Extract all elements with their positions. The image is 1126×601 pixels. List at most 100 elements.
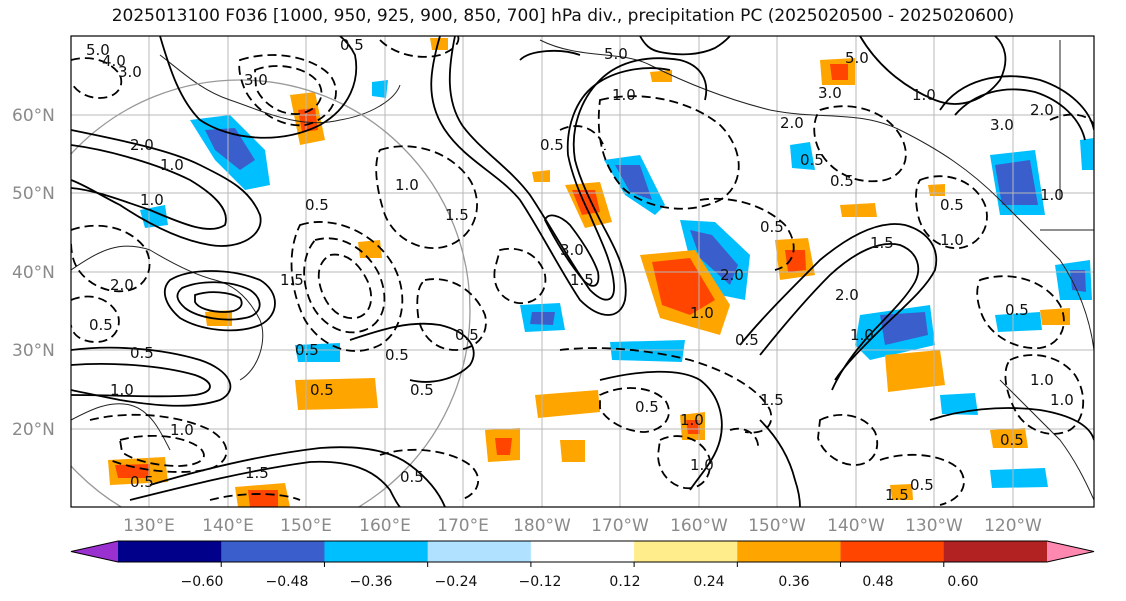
colorbar-tick-label: −0.12: [519, 574, 562, 590]
contour-label: 2.0: [1030, 101, 1054, 119]
contour-label: 1.0: [612, 86, 636, 104]
lon-label: 160°W: [670, 516, 728, 536]
contour-label: 1.0: [395, 176, 419, 194]
lat-label: 20°N: [12, 420, 55, 440]
contour-label: 1.0: [170, 421, 194, 439]
contour-label: 1.0: [850, 326, 874, 344]
lon-label: 150°E: [280, 516, 332, 536]
colorbar-tick-label: 0.48: [862, 574, 893, 590]
colorbar-segment: [840, 541, 945, 562]
colorbar-outline: [70, 540, 1095, 563]
lat-label: 30°N: [12, 341, 55, 361]
contour-label: 1.5: [245, 464, 269, 482]
contour-label: 1.0: [690, 304, 714, 322]
lat-label: 50°N: [12, 184, 55, 204]
colorbar-segment: [427, 541, 532, 562]
lon-label: 160°E: [359, 516, 411, 536]
contour-label: 0.5: [635, 398, 659, 416]
contour-label: 3.0: [818, 84, 842, 102]
colorbar-segment: [943, 541, 1048, 562]
colorbar-extend-low: [71, 541, 118, 562]
contour-label: 4.0: [102, 52, 126, 70]
lon-label: 140°W: [827, 516, 885, 536]
contour-label: 1.0: [110, 381, 134, 399]
contour-label: 0.5: [310, 381, 334, 399]
colorbar-tick-label: −0.60: [181, 574, 224, 590]
contour-label: 2.0: [720, 266, 744, 284]
contour-label: 2.0: [130, 136, 154, 154]
lat-label: 40°N: [12, 263, 55, 283]
contour-label: 0.5: [130, 344, 154, 362]
lon-label: 180°W: [513, 516, 571, 536]
contour-label: 0.5: [400, 468, 424, 486]
contour-label: 1.0: [1030, 371, 1054, 389]
map-area: 5.0 4.0 3.0 0.5 5.0 3.0 1.0 2.0 1.0 0.5 …: [71, 36, 1094, 507]
contour-label: 1.0: [680, 411, 704, 429]
colorbar-tick-label: −0.36: [350, 574, 393, 590]
contour-label: 1.0: [1050, 391, 1074, 409]
contour-label: 1.0: [690, 456, 714, 474]
contour-label: 1.5: [570, 271, 594, 289]
contour-label: 1.0: [912, 86, 936, 104]
lon-label: 120°W: [984, 516, 1042, 536]
contour-label: 0.5: [735, 331, 759, 349]
contour-label: 0.5: [940, 196, 964, 214]
contour-label: 1.5: [445, 206, 469, 224]
contour-label: 1.5: [280, 271, 304, 289]
contour-label: 3.0: [560, 241, 584, 259]
contour-label: 5.0: [86, 41, 110, 59]
contour-labels: 5.0 4.0 3.0 0.5 5.0 3.0 1.0 2.0 1.0 0.5 …: [86, 36, 1074, 504]
contour-label: 1.0: [140, 191, 164, 209]
contour-label: 3.0: [244, 71, 268, 89]
colorbar-extend-high: [1047, 541, 1094, 562]
radius-circle: [71, 79, 471, 507]
colorbar-segment: [530, 541, 635, 562]
page-title: 2025013100 F036 [1000, 950, 925, 900, 85…: [111, 6, 1015, 26]
contour-label: 0.5: [455, 326, 479, 344]
contour-label: 2.0: [780, 114, 804, 132]
contour-label: 5.0: [604, 45, 628, 63]
colorbar-tick-label: 0.24: [693, 574, 724, 590]
lon-label: 130°W: [905, 516, 963, 536]
solid-contours: [71, 36, 1094, 507]
contour-label: 0.5: [385, 346, 409, 364]
colorbar-segment: [118, 541, 222, 562]
colorbar: [70, 540, 1095, 567]
lat-label: 60°N: [12, 106, 55, 126]
contour-label: 0.5: [305, 196, 329, 214]
contour-label: 2.0: [835, 286, 859, 304]
contour-label: 1.0: [160, 156, 184, 174]
contour-label: 0.5: [1000, 431, 1024, 449]
coastlines: [71, 39, 1094, 501]
contour-label: 2.0: [110, 276, 134, 294]
colorbar-tick-label: 0.60: [947, 574, 978, 590]
colorbar-segment: [324, 541, 429, 562]
colorbar-ticks: −0.60 −0.48 −0.36 −0.24 −0.12 0.12 0.24 …: [181, 574, 979, 590]
contour-label: 1.0: [940, 231, 964, 249]
contour-label: 0.5: [910, 476, 934, 494]
lon-label: 170°E: [437, 516, 489, 536]
contour-label: 0.5: [1005, 301, 1029, 319]
colorbar-tick-label: 0.12: [609, 574, 640, 590]
contour-label: 3.0: [990, 116, 1014, 134]
lon-label: 170°W: [591, 516, 649, 536]
contour-label: 0.5: [540, 136, 564, 154]
contour-label: 1.5: [885, 486, 909, 504]
contour-label: 3.0: [118, 63, 142, 81]
contour-label: 0.5: [340, 36, 364, 54]
lon-label: 130°E: [123, 516, 175, 536]
dashed-contours: [71, 36, 1094, 506]
contour-label: 0.5: [130, 473, 154, 491]
contour-label: 1.5: [760, 391, 784, 409]
colorbar-tick-label: −0.24: [435, 574, 478, 590]
contour-label: 0.5: [800, 151, 824, 169]
colorbar-segment: [221, 541, 325, 562]
colorbar-tick-label: −0.48: [266, 574, 309, 590]
colorbar-segment: [634, 541, 738, 562]
contour-label: 1.5: [870, 234, 894, 252]
contour-label: 0.5: [760, 218, 784, 236]
colorbar-tick-label: 0.36: [778, 574, 809, 590]
lon-label: 140°E: [202, 516, 254, 536]
map-frame: [70, 35, 1095, 508]
